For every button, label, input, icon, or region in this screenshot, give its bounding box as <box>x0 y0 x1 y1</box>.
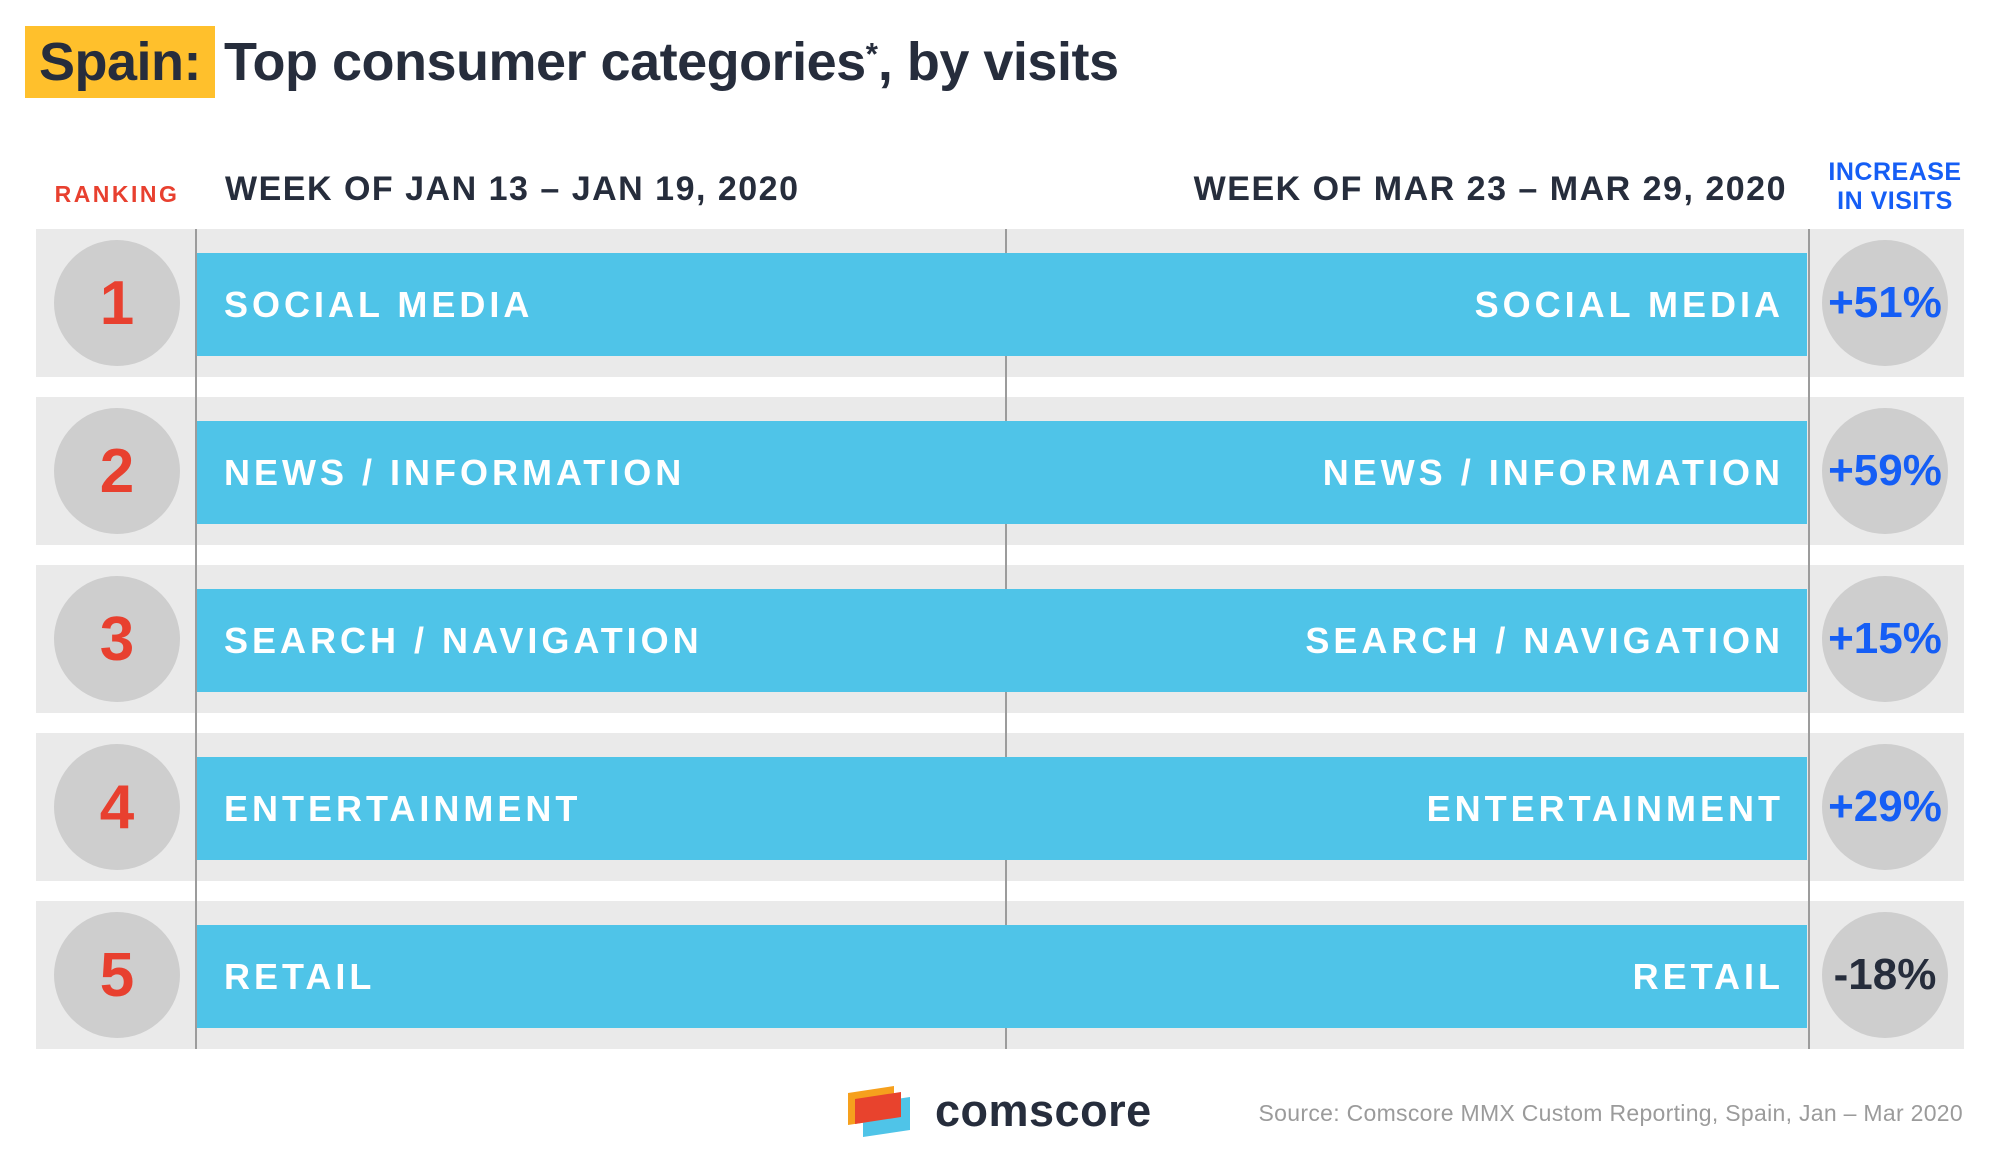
rank-badge: 3 <box>54 576 180 702</box>
change-badge: +29% <box>1822 744 1948 870</box>
category-bar: SOCIAL MEDIA SOCIAL MEDIA <box>197 253 1807 356</box>
divider-line-left <box>195 229 197 1049</box>
category-label-week1: NEWS / INFORMATION <box>224 451 686 493</box>
change-badge: -18% <box>1822 912 1948 1038</box>
table-row: 5 RETAIL RETAIL -18% <box>0 901 2000 1049</box>
asterisk-footnote-marker: * <box>865 36 878 72</box>
change-value: +15% <box>1828 614 1942 663</box>
change-value: +59% <box>1828 446 1942 495</box>
table-row: 1 SOCIAL MEDIA SOCIAL MEDIA +51% <box>0 229 2000 377</box>
rank-badge: 5 <box>54 912 180 1038</box>
category-label-week2: NEWS / INFORMATION <box>1322 451 1784 493</box>
category-label-week1: RETAIL <box>224 955 376 997</box>
rank-number: 2 <box>99 436 135 506</box>
rank-number: 3 <box>99 604 135 674</box>
category-label-week1: SOCIAL MEDIA <box>224 283 534 325</box>
column-header-increase: INCREASE IN VISITS <box>1828 158 1962 215</box>
table-row: 3 SEARCH / NAVIGATION SEARCH / NAVIGATIO… <box>0 565 2000 713</box>
category-label-week2: RETAIL <box>1632 955 1784 997</box>
category-label-week2: SOCIAL MEDIA <box>1474 283 1784 325</box>
category-label-week1: ENTERTAINMENT <box>224 787 582 829</box>
source-note: Source: Comscore MMX Custom Reporting, S… <box>1258 1100 1963 1126</box>
rank-badge: 2 <box>54 408 180 534</box>
comscore-wordmark: comscore <box>935 1085 1152 1136</box>
category-label-week2: ENTERTAINMENT <box>1426 787 1784 829</box>
column-header-week2: WEEK OF MAR 23 – MAR 29, 2020 <box>1193 170 1787 208</box>
table-row: 2 NEWS / INFORMATION NEWS / INFORMATION … <box>0 397 2000 545</box>
change-badge: +59% <box>1822 408 1948 534</box>
category-bar: RETAIL RETAIL <box>197 925 1807 1028</box>
change-value: +51% <box>1828 278 1942 327</box>
category-bar: SEARCH / NAVIGATION SEARCH / NAVIGATION <box>197 589 1807 692</box>
title-highlight: Spain: <box>25 26 216 98</box>
comscore-logo-icon <box>848 1086 910 1137</box>
change-value: -18% <box>1833 950 1937 999</box>
category-label-week1: SEARCH / NAVIGATION <box>224 619 703 661</box>
page-title: Spain: Top consumer categories*, by visi… <box>25 26 1119 98</box>
column-header-week1: WEEK OF JAN 13 – JAN 19, 2020 <box>225 170 800 208</box>
table-row: 4 ENTERTAINMENT ENTERTAINMENT +29% <box>0 733 2000 881</box>
category-bar: ENTERTAINMENT ENTERTAINMENT <box>197 757 1807 860</box>
rank-number: 1 <box>99 268 135 338</box>
rank-number: 5 <box>99 940 135 1010</box>
column-header-ranking: RANKING <box>54 181 180 207</box>
rank-badge: 4 <box>54 744 180 870</box>
change-value: +29% <box>1828 782 1942 831</box>
rank-number: 4 <box>99 772 135 842</box>
title-text: Top consumer categories*, by visits <box>224 32 1119 92</box>
change-badge: +51% <box>1822 240 1948 366</box>
category-label-week2: SEARCH / NAVIGATION <box>1305 619 1784 661</box>
divider-line-right <box>1808 229 1810 1049</box>
category-bar: NEWS / INFORMATION NEWS / INFORMATION <box>197 421 1807 524</box>
rank-badge: 1 <box>54 240 180 366</box>
change-badge: +15% <box>1822 576 1948 702</box>
comscore-logo: comscore <box>847 1082 1152 1140</box>
